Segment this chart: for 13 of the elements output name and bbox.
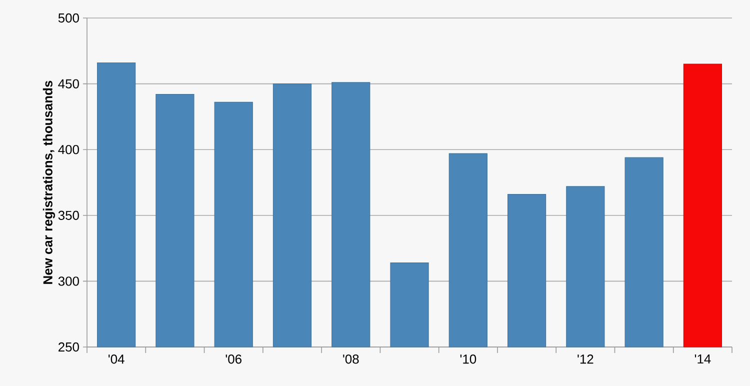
x-tick-label: '14 [694, 354, 711, 364]
x-tick-label: '04 [108, 354, 124, 364]
y-tick-label: 400 [58, 145, 79, 154]
y-tick-label: 300 [58, 276, 79, 286]
y-tick-label: 250 [58, 342, 79, 352]
x-tick-label: '12 [578, 354, 594, 364]
y-tick-label: 450 [58, 79, 79, 88]
x-tick-label: '10 [460, 354, 476, 364]
y-tick-label: 500 [58, 13, 79, 23]
y-tick-label: 350 [58, 210, 79, 220]
y-axis-title: New car registrations, thousands [42, 80, 56, 284]
x-tick-label: '08 [343, 354, 359, 364]
x-tick-label: '06 [226, 354, 242, 364]
